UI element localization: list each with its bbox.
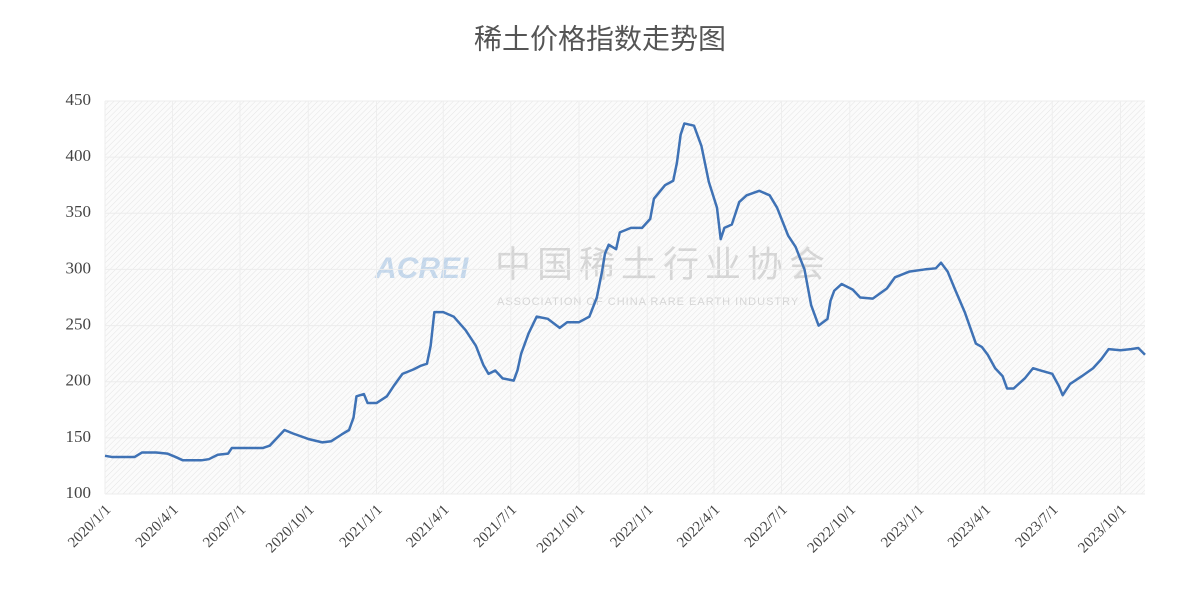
x-tick-label: 2021/1/1	[337, 502, 386, 551]
y-tick-label: 450	[66, 90, 92, 109]
y-tick-label: 100	[66, 483, 92, 502]
y-tick-label: 150	[66, 427, 92, 446]
watermark-logo: ACREI	[374, 252, 469, 285]
watermark-name: 中国稀土行业协会	[495, 244, 831, 284]
x-tick-label: 2023/10/1	[1075, 502, 1129, 556]
x-tick-label: 2020/10/1	[263, 502, 317, 556]
watermark: ACREI 中国稀土行业协会 ASSOCIATION OF CHINA RARE…	[374, 244, 831, 308]
x-tick-label: 2023/4/1	[945, 502, 994, 551]
x-tick-label: 2022/7/1	[742, 502, 791, 551]
y-tick-label: 400	[66, 146, 92, 165]
y-tick-label: 250	[66, 314, 92, 333]
watermark-subtitle: ASSOCIATION OF CHINA RARE EARTH INDUSTRY	[497, 296, 799, 308]
x-tick-label: 2020/4/1	[133, 502, 182, 551]
x-tick-label: 2022/4/1	[674, 502, 723, 551]
x-tick-label: 2023/1/1	[878, 502, 927, 551]
x-tick-label: 2021/10/1	[534, 502, 588, 556]
x-tick-label: 2020/7/1	[200, 502, 249, 551]
y-tick-label: 350	[66, 202, 92, 221]
line-series	[104, 122, 1146, 462]
plot-area	[105, 101, 1145, 494]
y-tick-label: 300	[66, 258, 92, 277]
x-tick-label: 2023/7/1	[1013, 502, 1062, 551]
x-tick-label: 2021/7/1	[471, 502, 520, 551]
x-tick-label: 2022/10/1	[805, 502, 859, 556]
x-tick-label: 2021/4/1	[403, 502, 452, 551]
chart-title: 稀土价格指数走势图	[474, 23, 726, 55]
x-tick-label: 2022/1/1	[607, 502, 656, 551]
y-tick-label: 200	[66, 371, 92, 390]
x-tick-label: 2020/1/1	[65, 502, 114, 551]
